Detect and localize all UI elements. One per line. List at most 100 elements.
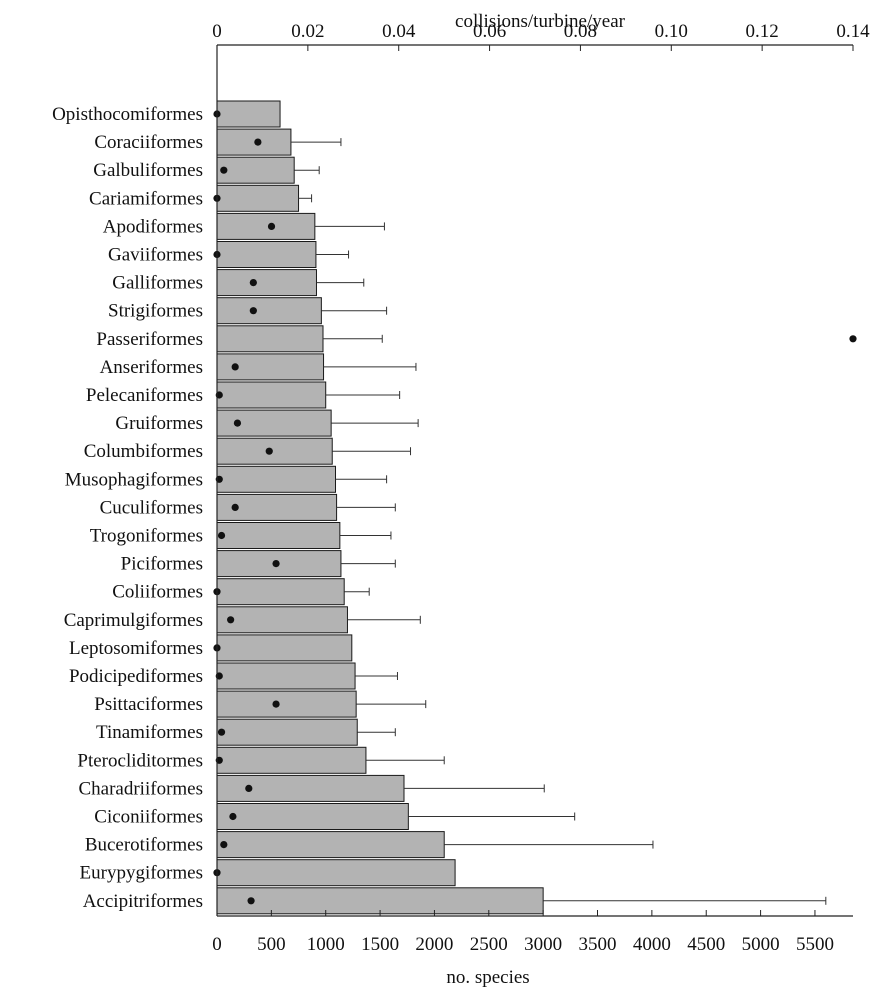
- bar: [216, 269, 317, 297]
- bar: [216, 325, 324, 353]
- bottom-tick-label: 5500: [796, 934, 834, 955]
- top-tick-label: 0: [212, 21, 222, 42]
- top-axis: 0 0.02 0.04 0.06 0.08 0.10 0.12 0.14: [212, 21, 870, 51]
- points-group: [213, 110, 857, 905]
- category-label: Caprimulgiformes: [64, 610, 203, 631]
- bottom-axis-title: no. species: [446, 967, 529, 988]
- bottom-tick-label: 4000: [633, 934, 671, 955]
- category-label: Tinamiformes: [96, 722, 203, 743]
- bar: [216, 662, 356, 690]
- category-labels: Opisthocomiformes Coraciiformes Galbulifor…: [52, 104, 203, 912]
- category-label: Musophagiformes: [65, 469, 203, 490]
- top-tick-label: 0.08: [564, 21, 597, 42]
- category-label: Coliiformes: [112, 582, 203, 603]
- category-label: Columbiformes: [84, 441, 203, 462]
- axes-lines: [216, 44, 853, 917]
- bottom-tick-label: 1500: [361, 934, 399, 955]
- category-label: Strigiformes: [108, 301, 203, 322]
- top-tick-label: 0.02: [291, 21, 324, 42]
- point: [231, 363, 239, 371]
- point: [254, 138, 262, 146]
- category-label: Coraciiformes: [94, 132, 203, 153]
- bar: [216, 887, 544, 915]
- bar: [216, 718, 358, 746]
- top-tick-label: 0.06: [473, 21, 506, 42]
- bottom-tick-label: 3000: [524, 934, 562, 955]
- bar: [216, 690, 357, 718]
- point: [233, 419, 242, 427]
- category-label: Trogoniformes: [90, 526, 203, 547]
- point: [849, 335, 857, 343]
- category-label: Accipitriformes: [83, 891, 203, 912]
- category-label: Apodiformes: [103, 216, 203, 237]
- bar: [216, 437, 333, 465]
- category-label: Anseriformes: [100, 357, 203, 378]
- point: [247, 897, 255, 905]
- bar: [216, 156, 295, 184]
- bottom-tick-label: 4500: [687, 934, 725, 955]
- bottom-tick-label: 5000: [742, 934, 780, 955]
- point: [220, 166, 228, 174]
- point: [227, 616, 235, 624]
- bottom-axis: 0 500 1000 1500 2000 2500 3000 3500 4000 4500 5000…: [212, 910, 834, 955]
- category-label: Gruiformes: [115, 413, 203, 434]
- point: [217, 728, 226, 736]
- bottom-tick-label: 2000: [415, 934, 453, 955]
- bar: [216, 297, 322, 325]
- bar: [216, 550, 342, 578]
- bar: [216, 184, 300, 212]
- point: [231, 503, 239, 511]
- bar: [216, 381, 327, 409]
- category-label: Psittaciformes: [94, 694, 203, 715]
- category-label: Piciformes: [121, 554, 203, 575]
- point: [220, 841, 228, 849]
- category-label: Galbuliformes: [93, 160, 203, 181]
- point: [265, 447, 273, 455]
- top-tick-label: 0.10: [655, 21, 688, 42]
- category-label: Leptosomiformes: [69, 638, 203, 659]
- category-label: Pelecaniformes: [86, 385, 203, 406]
- bar: [216, 241, 317, 268]
- point: [272, 560, 280, 568]
- bar: [216, 774, 405, 802]
- bar: [216, 746, 367, 774]
- bottom-tick-label: 3500: [579, 934, 617, 955]
- error-bars-group: [290, 138, 827, 905]
- bottom-tick-label: 1000: [307, 934, 345, 955]
- bottom-tick-label: 2500: [470, 934, 508, 955]
- bar: [216, 831, 445, 859]
- bar: [216, 465, 337, 493]
- category-label: Charadriiformes: [78, 778, 203, 799]
- bottom-tick-label: 500: [257, 934, 286, 955]
- point: [229, 812, 237, 821]
- category-label: Galliformes: [112, 273, 203, 294]
- bar: [216, 100, 281, 128]
- bar: [216, 522, 341, 549]
- point: [217, 531, 226, 540]
- point: [267, 222, 276, 230]
- bar: [216, 606, 348, 634]
- category-label: Pterocliditormes: [77, 750, 203, 771]
- bar: [216, 212, 316, 240]
- category-label: Eurypygiformes: [80, 863, 203, 884]
- bar: [216, 128, 292, 156]
- top-tick-label: 0.04: [382, 21, 416, 42]
- category-label: Bucerotiformes: [85, 835, 203, 856]
- top-axis-title: collisions/turbine/year: [455, 11, 626, 32]
- top-tick-label: 0.14: [836, 21, 870, 42]
- category-label: Podicipediformes: [69, 666, 203, 687]
- point: [249, 279, 257, 287]
- category-label: Passeriformes: [96, 329, 203, 350]
- bar: [216, 859, 456, 887]
- point: [245, 784, 253, 793]
- point: [249, 307, 257, 315]
- bar: [216, 634, 353, 662]
- bar: [216, 803, 409, 830]
- category-label: Cariamiformes: [89, 188, 203, 209]
- top-tick-label: 0.12: [746, 21, 779, 42]
- category-label: Gaviiformes: [108, 245, 203, 266]
- category-label: Cuculiformes: [100, 497, 203, 518]
- bottom-tick-label: 0: [212, 934, 222, 955]
- category-label: Ciconiiformes: [94, 807, 203, 828]
